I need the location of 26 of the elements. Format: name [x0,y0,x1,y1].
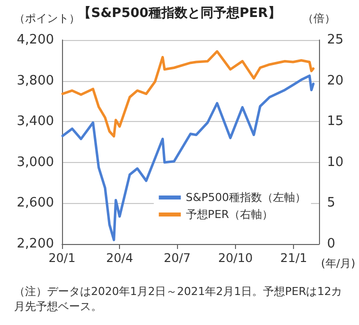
legend-label: 予想PER（右軸） [186,208,274,221]
y-tick-label: 3,400 [16,114,54,130]
y2-tick-label: 10 [327,154,344,170]
y-axis-title: （ポイント） [14,12,80,25]
y2-tick-label: 0 [327,236,336,252]
x-tick-label: 21/1 [280,251,308,265]
x-tick-label: 20/1 [48,251,76,265]
y-tick-label: 3,000 [16,154,54,170]
y-tick-label: 4,200 [16,32,54,48]
y-tick-label: 3,800 [16,73,54,88]
y2-tick-label: 25 [327,32,344,48]
y2-tick-label: 15 [327,114,344,130]
text: （注）データは2020年1月2日～2021年2月1日。予想PERは12カ月先予想ベース。 [14,285,342,313]
x-axis-title: (年/月) [321,257,356,270]
x-tick-label: 20/7 [164,251,191,265]
y2-tick-label: 5 [327,196,336,211]
y2-axis-title: （倍） [302,12,336,25]
y-tick-label: 2,600 [16,196,54,211]
x-tick-label: 20/4 [106,251,134,265]
y-tick-label: 2,200 [16,236,54,252]
chart-title: 【S&P500種指数と同予想PER】 [78,5,281,21]
line-series [61,74,315,242]
y2-tick-label: 20 [327,73,344,88]
line-series [61,50,315,138]
x-tick-label: 20/10 [218,251,253,265]
legend-label: S&P500種指数（左軸） [186,191,306,204]
